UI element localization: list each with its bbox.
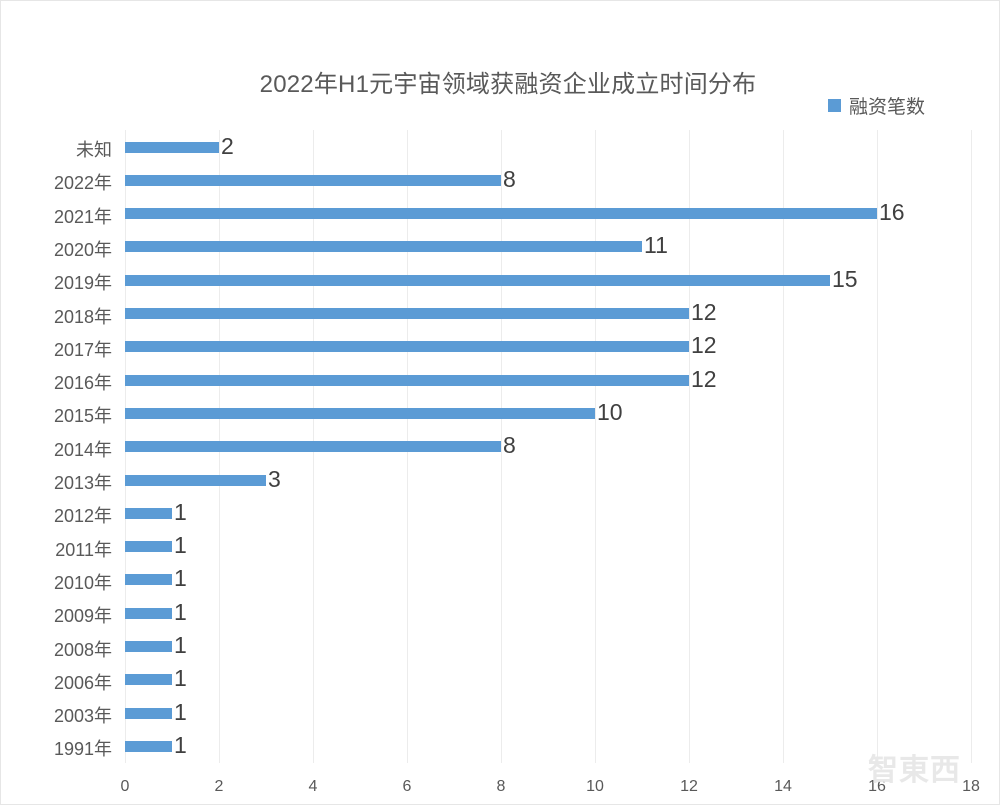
bar-value-label: 16	[879, 199, 905, 226]
category-label: 2016年	[53, 373, 112, 394]
bar	[125, 707, 172, 719]
bar	[125, 507, 172, 519]
bar-value-label: 1	[174, 598, 187, 625]
bar	[125, 574, 172, 586]
category-label: 2006年	[53, 672, 112, 693]
category-label: 2014年	[53, 439, 112, 460]
category-label: 2021年	[53, 206, 112, 227]
category-label: 2012年	[53, 506, 112, 527]
bar-value-label: 10	[597, 398, 623, 425]
x-tick-label: 6	[402, 778, 412, 795]
x-tick-label: 12	[680, 778, 698, 795]
bar	[125, 341, 689, 353]
bar-value-label: 11	[644, 232, 668, 259]
x-tick-label: 16	[868, 778, 886, 795]
legend-swatch-icon	[828, 99, 841, 112]
bar-value-label: 12	[691, 365, 717, 392]
bar	[125, 607, 172, 619]
category-label: 2003年	[53, 706, 112, 727]
bar	[125, 641, 172, 652]
watermark-logo: 智東西	[868, 754, 961, 787]
bar	[125, 308, 689, 319]
gridline	[877, 130, 878, 763]
category-label: 2019年	[53, 273, 112, 294]
bar-value-label: 1	[174, 532, 187, 559]
x-tick-label: 4	[308, 778, 318, 795]
category-label: 2022年	[53, 173, 112, 194]
legend: 融资笔数	[828, 92, 925, 119]
bar	[125, 141, 219, 153]
bar-value-label: 12	[691, 332, 717, 359]
x-tick-label: 14	[774, 778, 792, 795]
legend-label: 融资笔数	[849, 97, 926, 118]
gridline	[501, 130, 502, 763]
bar-value-label: 12	[691, 299, 717, 325]
bar	[125, 174, 501, 186]
x-tick-label: 10	[586, 778, 604, 795]
bar-value-label: 3	[268, 465, 281, 492]
plot-area: 2 8 16 11 15 12 12 12 10 8 3 1 1 1 1 1 1 1 1	[125, 130, 972, 763]
bar	[125, 674, 172, 686]
category-label: 2017年	[53, 339, 112, 360]
gridline	[689, 130, 690, 763]
category-label: 2008年	[53, 639, 112, 660]
x-tick-label: 0	[120, 778, 130, 795]
bar-value-label: 1	[174, 665, 187, 692]
bar	[125, 274, 830, 286]
bar-value-label: 2	[221, 132, 234, 159]
x-tick-label: 18	[962, 778, 980, 795]
category-label: 未知	[76, 140, 112, 160]
bar-value-label: 1	[174, 498, 187, 525]
category-label: 2020年	[53, 239, 112, 260]
category-label: 1991年	[53, 739, 112, 760]
bar	[125, 374, 689, 386]
chart-title: 2022年H1元宇宙领域获融资企业成立时间分布	[259, 71, 757, 98]
bar	[125, 407, 595, 419]
bar	[125, 208, 877, 220]
bar-value-label: 1	[174, 731, 187, 758]
bar-value-label: 1	[174, 698, 187, 725]
bar-value-label: 8	[503, 432, 516, 459]
gridline	[783, 130, 784, 763]
category-label: 2011年	[55, 539, 112, 560]
bar	[125, 541, 172, 553]
category-label: 2010年	[53, 572, 112, 593]
x-tick-label: 8	[496, 778, 506, 795]
bar	[125, 441, 501, 453]
bar	[125, 474, 266, 486]
category-label: 2018年	[53, 306, 112, 327]
bar	[125, 740, 172, 752]
gridline	[595, 130, 596, 763]
bar-value-label: 15	[832, 265, 858, 292]
gridline	[971, 130, 972, 763]
x-tick-label: 2	[214, 778, 224, 795]
bar	[125, 241, 642, 253]
category-label: 2015年	[53, 406, 112, 427]
bar-value-label: 1	[174, 565, 187, 592]
bar-value-label: 8	[503, 165, 516, 192]
category-label: 2009年	[53, 606, 112, 627]
category-label: 2013年	[53, 473, 112, 493]
bar-value-label: 1	[174, 632, 187, 658]
